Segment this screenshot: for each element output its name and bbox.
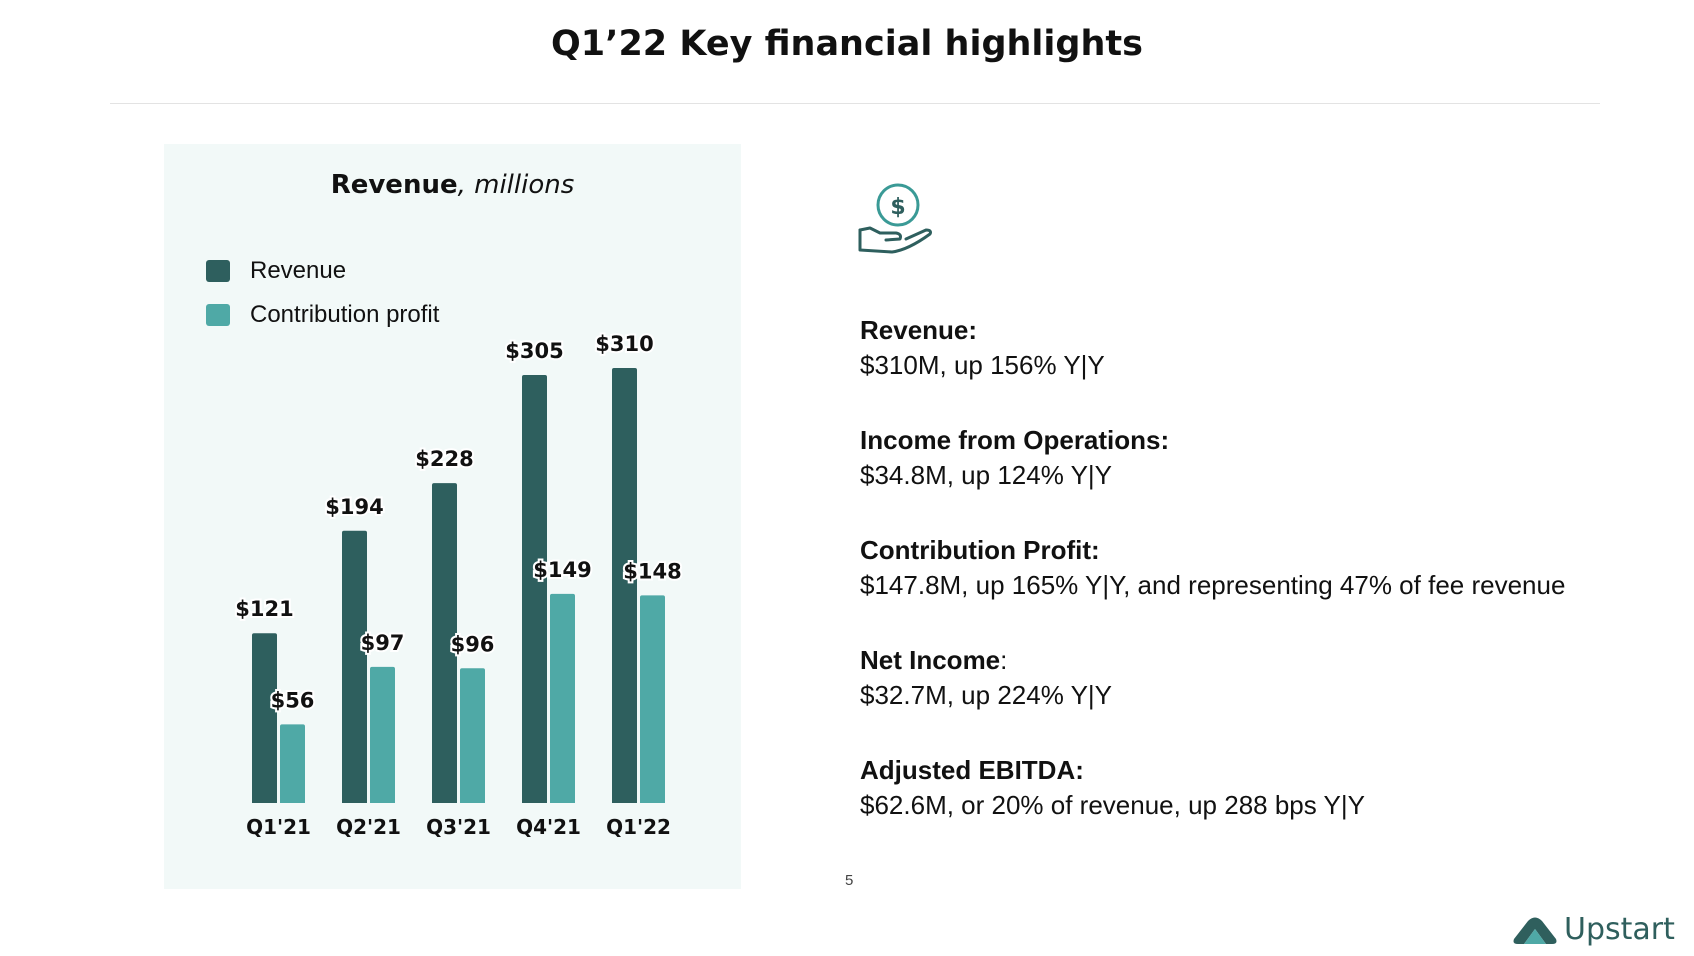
highlight-net-income: Net Income: $32.7M, up 224% Y|Y bbox=[860, 643, 1660, 713]
data-label-contribution-profit-q3-21: $96 bbox=[451, 632, 495, 656]
data-label-contribution-profit-q1-22: $148 bbox=[623, 559, 681, 583]
bar-contribution-profit-q1-21 bbox=[280, 724, 305, 803]
x-tick-label-q1-22: Q1'22 bbox=[606, 815, 671, 839]
bar-contribution-profit-q2-21 bbox=[370, 666, 395, 803]
highlight-revenue: Revenue: $310M, up 156% Y|Y bbox=[860, 313, 1660, 383]
data-label-contribution-profit-q2-21: $97 bbox=[361, 631, 405, 655]
slide-title: Q1’22 Key financial highlights bbox=[551, 24, 1143, 64]
legend-label-revenue: Revenue bbox=[250, 257, 347, 284]
bar-contribution-profit-q1-22 bbox=[640, 595, 665, 803]
highlight-value: $310M, up 156% Y|Y bbox=[860, 350, 1105, 380]
x-tick-label-q1-21: Q1'21 bbox=[246, 815, 311, 839]
highlight-value: $32.7M, up 224% Y|Y bbox=[860, 680, 1113, 710]
bar-revenue-q1-21 bbox=[252, 633, 277, 803]
legend-swatch-revenue bbox=[206, 260, 230, 282]
upstart-logo: Upstart bbox=[1512, 912, 1675, 947]
highlight-label: Adjusted EBITDA: bbox=[860, 755, 1084, 785]
data-label-revenue-q1-21: $121 bbox=[235, 597, 293, 621]
bar-revenue-q1-22 bbox=[612, 368, 637, 803]
legend-swatch-contribution-profit bbox=[206, 304, 230, 326]
data-label-revenue-q2-21: $194 bbox=[325, 495, 383, 519]
key-highlights-list: Revenue: $310M, up 156% Y|Y Income from … bbox=[860, 313, 1660, 863]
chart-title-main: Revenue bbox=[330, 170, 458, 200]
highlight-label: Contribution Profit: bbox=[860, 535, 1100, 565]
data-label-contribution-profit-q4-21: $149 bbox=[533, 558, 591, 582]
legend-item-revenue: Revenue bbox=[206, 256, 439, 286]
highlight-label: Net Income: bbox=[860, 643, 1660, 677]
x-tick-label-q2-21: Q2'21 bbox=[336, 815, 401, 839]
chart-title: Revenue, millions bbox=[164, 170, 741, 200]
highlight-value: $34.8M, up 124% Y|Y bbox=[860, 460, 1113, 490]
highlight-value: $147.8M, up 165% Y|Y, and representing 4… bbox=[860, 570, 1566, 600]
data-label-contribution-profit-q1-21: $56 bbox=[271, 688, 315, 712]
brand-name: Upstart bbox=[1564, 912, 1675, 947]
x-tick-label-q3-21: Q3'21 bbox=[426, 815, 491, 839]
chart-legend: Revenue Contribution profit bbox=[206, 256, 439, 344]
chart-title-unit: , millions bbox=[457, 170, 575, 200]
page-number: 5 bbox=[845, 872, 854, 889]
highlight-label: Revenue: bbox=[860, 315, 978, 345]
bar-contribution-profit-q3-21 bbox=[460, 668, 485, 803]
title-divider bbox=[110, 103, 1600, 104]
highlight-income-from-operations: Income from Operations: $34.8M, up 124% … bbox=[860, 423, 1660, 493]
highlight-value: $62.6M, or 20% of revenue, up 288 bps Y|… bbox=[860, 790, 1365, 820]
bar-contribution-profit-q4-21 bbox=[550, 593, 575, 803]
highlight-label-colon: : bbox=[1000, 645, 1008, 675]
highlight-label-text: Net Income bbox=[860, 645, 1001, 675]
legend-item-contribution-profit: Contribution profit bbox=[206, 300, 439, 330]
highlight-adjusted-ebitda: Adjusted EBITDA: $62.6M, or 20% of reven… bbox=[860, 753, 1660, 823]
data-label-revenue-q3-21: $228 bbox=[415, 447, 473, 471]
data-label-revenue-q1-22: $310 bbox=[595, 332, 653, 356]
bar-chart: $121 $56 Q1'21 $194 $97 Q2'21 $228 $96 Q3'21 $305… bbox=[233, 330, 683, 839]
highlight-contribution-profit: Contribution Profit: $147.8M, up 165% Y|… bbox=[860, 533, 1660, 603]
x-tick-label-q4-21: Q4'21 bbox=[516, 815, 581, 839]
money-hand-icon: $ bbox=[856, 180, 936, 262]
highlight-label: Income from Operations: bbox=[860, 425, 1170, 455]
bar-revenue-q4-21 bbox=[522, 375, 547, 803]
bar-revenue-q3-21 bbox=[432, 483, 457, 803]
data-label-revenue-q4-21: $305 bbox=[505, 339, 563, 363]
legend-label-contribution-profit: Contribution profit bbox=[250, 301, 440, 328]
svg-text:$: $ bbox=[890, 195, 905, 220]
bar-revenue-q2-21 bbox=[342, 530, 367, 803]
upstart-logo-icon bbox=[1513, 917, 1557, 944]
revenue-chart-panel: Revenue, millions Revenue Contribution p… bbox=[164, 144, 741, 889]
